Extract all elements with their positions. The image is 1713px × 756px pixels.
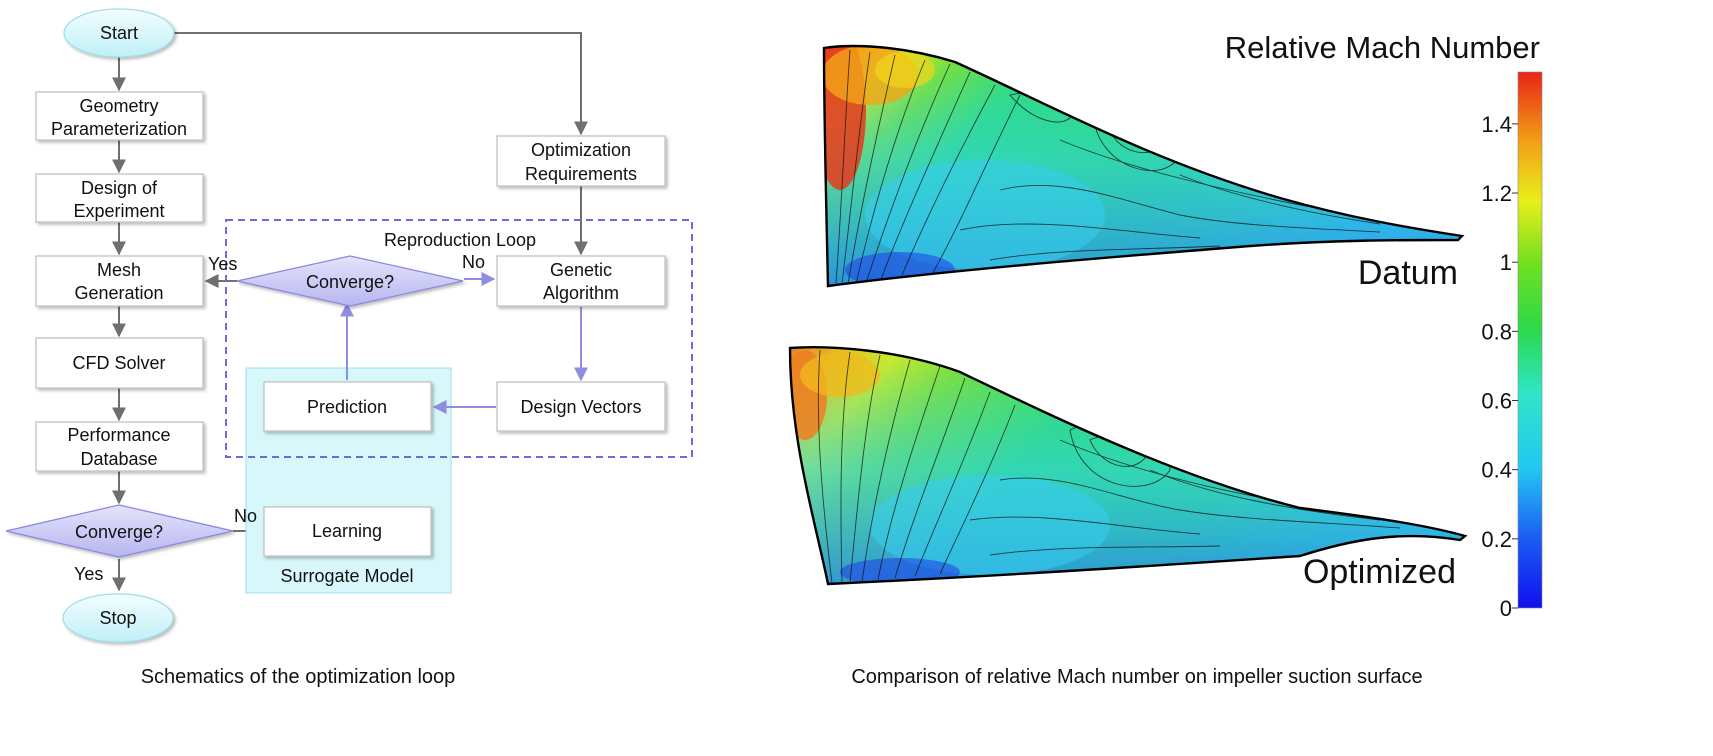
genetic-line-1: Genetic [550, 260, 612, 280]
colorbar-tick-label: 1.2 [1481, 181, 1512, 206]
converge-loop-label: Converge? [306, 272, 394, 292]
colorbar-ticks: 1.4 1.2 1 0.8 0.6 0.4 0.2 0 [1481, 112, 1518, 621]
converge-main-label: Converge? [75, 522, 163, 542]
performance-database-box: Performance Database [35, 421, 204, 472]
perf-line-1: Performance [67, 425, 170, 445]
colorbar-tick-label: 0 [1500, 596, 1512, 621]
datum-label: Datum [1358, 254, 1458, 292]
left-caption: Schematics of the optimization loop [141, 666, 456, 688]
doe-line-1: Design of [81, 178, 158, 198]
optimized-label: Optimized [1303, 553, 1456, 591]
prediction-label: Prediction [307, 397, 387, 417]
optreq-line-1: Optimization [531, 140, 631, 160]
genetic-algorithm-box: Genetic Algorithm [496, 255, 666, 307]
cfd-solver-box: CFD Solver [35, 337, 204, 389]
colorbar-ramp [1517, 71, 1543, 609]
start-node: Start [63, 8, 175, 58]
colorbar-tick-label: 1.4 [1481, 112, 1512, 137]
converge-decision-loop: Converge? [236, 255, 464, 307]
yes-label-bottom: Yes [74, 564, 103, 584]
colorbar-tick-label: 1 [1500, 250, 1512, 275]
datum-isolines [835, 49, 1451, 285]
no-label-bottom: No [234, 506, 257, 526]
mesh-line-2: Generation [74, 283, 163, 303]
contour-figure: Datum Optimized Relative Mach Number 1.4… [788, 30, 1543, 688]
design-vectors-box: Design Vectors [496, 381, 666, 432]
converge-decision-main: Converge? [5, 504, 234, 558]
design-of-experiment-box: Design of Experiment [35, 173, 204, 223]
learning-box: Learning [263, 506, 432, 557]
optreq-line-2: Requirements [525, 164, 637, 184]
perf-line-2: Database [80, 449, 157, 469]
learning-label: Learning [312, 521, 382, 541]
stop-label: Stop [99, 608, 136, 628]
start-label: Start [100, 23, 138, 43]
stop-node: Stop [62, 593, 174, 643]
colorbar-tick-label: 0.6 [1481, 389, 1512, 414]
geometry-parameterization-box: Geometry Parameterization [35, 91, 204, 141]
genetic-line-2: Algorithm [543, 283, 619, 303]
surrogate-model-label: Surrogate Model [280, 566, 413, 586]
right-caption: Comparison of relative Mach number on im… [851, 666, 1422, 688]
arrow-start-optreq [174, 32, 588, 136]
colorbar-tick-label: 0.4 [1481, 458, 1512, 483]
prediction-box: Prediction [263, 381, 432, 432]
reproduction-loop-box [225, 219, 693, 458]
cfd-solver-label: CFD Solver [72, 353, 165, 373]
colorbar-tick-label: 0.2 [1481, 527, 1512, 552]
geometry-line-2: Parameterization [51, 119, 187, 139]
yes-label-top: Yes [208, 254, 237, 274]
loop-connectors [340, 272, 588, 414]
doe-line-2: Experiment [73, 201, 164, 221]
design-vectors-label: Design Vectors [520, 397, 641, 417]
reproduction-loop-label: Reproduction Loop [384, 230, 536, 250]
colorbar-tick-label: 0.8 [1481, 319, 1512, 344]
mesh-line-1: Mesh [97, 260, 141, 280]
colorbar-title: Relative Mach Number [1225, 30, 1540, 65]
optimized-isolines [817, 349, 1456, 584]
optimization-requirements-box: Optimization Requirements [496, 135, 666, 187]
no-label-top: No [462, 252, 485, 272]
mesh-generation-box: Mesh Generation [35, 255, 204, 307]
geometry-line-1: Geometry [79, 96, 158, 116]
colorbar: Relative Mach Number 1.4 1.2 1 0.8 0.6 0.4 0.2… [1225, 30, 1543, 621]
flowchart: Surrogate Model Reproduction Loop Start … [5, 8, 693, 688]
